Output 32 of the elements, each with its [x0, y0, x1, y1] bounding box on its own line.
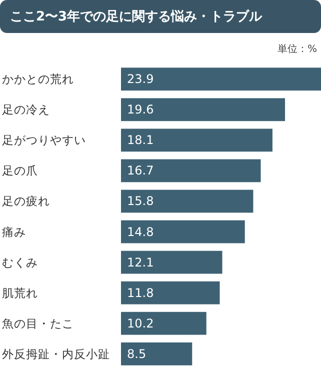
y-tick-label: 肌荒れ: [2, 286, 38, 300]
data-label: 8.5: [127, 346, 146, 361]
y-tick-label: 足がつりやすい: [2, 133, 86, 148]
data-label: 18.1: [127, 133, 154, 148]
y-tick-label: 痛み: [2, 224, 26, 239]
bar: [121, 250, 222, 274]
data-label: 19.6: [127, 102, 154, 117]
bar: [121, 281, 220, 304]
chart-title: ここ2〜3年での足に関する悩み・トラブル: [10, 8, 264, 24]
bar: [121, 312, 206, 335]
y-tick-label: むくみ: [2, 255, 38, 270]
data-label: 23.9: [127, 72, 154, 86]
bar: [121, 159, 261, 182]
data-label: 14.8: [127, 224, 154, 239]
text: 単位：%: [277, 43, 317, 55]
y-tick-label: 足の疲れ: [2, 194, 50, 208]
bar: [121, 220, 245, 244]
bar: [121, 128, 272, 152]
data-label: 10.2: [127, 316, 154, 330]
bar: [121, 98, 286, 122]
y-tick-label: 外反拇趾・内反小趾: [2, 346, 110, 361]
data-label: 11.8: [127, 286, 154, 300]
y-tick-label: 足の爪: [2, 164, 38, 178]
data-label: 12.1: [127, 255, 154, 270]
data-label: 15.8: [127, 194, 154, 208]
y-tick-label: 足の冷え: [2, 102, 50, 117]
data-label: 16.7: [127, 164, 154, 178]
y-tick-label: かかとの荒れ: [2, 72, 74, 86]
y-tick-label: 魚の目・たこ: [2, 316, 74, 330]
bar: [121, 68, 321, 91]
bar: [121, 342, 192, 366]
bar: [121, 190, 254, 213]
